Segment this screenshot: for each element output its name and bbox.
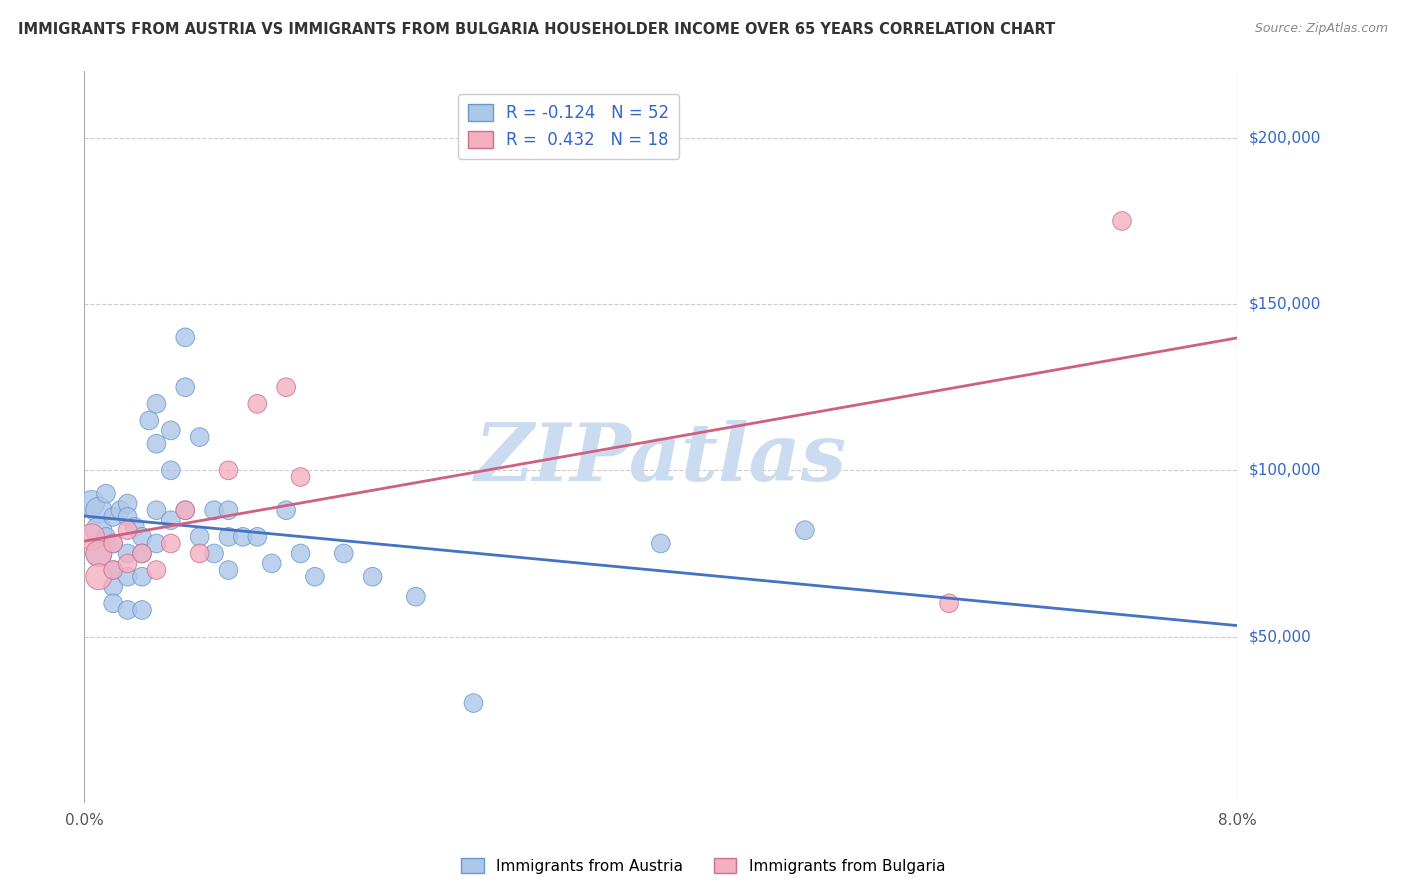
Point [650, 536, 672, 550]
Point [145, 397, 167, 411]
Point [87, 546, 110, 560]
Point [94, 486, 117, 500]
Point [463, 696, 485, 710]
Point [103, 563, 124, 577]
Point [87, 503, 110, 517]
Point [117, 546, 139, 560]
Point [218, 563, 240, 577]
Point [202, 546, 225, 560]
Point [246, 530, 269, 544]
Point [174, 503, 197, 517]
Point [117, 509, 139, 524]
Point [361, 570, 384, 584]
Point [218, 463, 240, 477]
Point [160, 513, 183, 527]
Point [794, 523, 817, 537]
Point [103, 596, 124, 610]
Point [202, 503, 225, 517]
Point [276, 503, 298, 517]
Point [103, 536, 124, 550]
Legend: R = -0.124   N = 52, R =  0.432   N = 18: R = -0.124 N = 52, R = 0.432 N = 18 [458, 95, 679, 159]
Point [117, 570, 139, 584]
Point [80, 530, 103, 544]
Point [87, 570, 110, 584]
Point [260, 557, 283, 571]
Point [131, 603, 153, 617]
Point [117, 603, 139, 617]
Text: ZIPatlas: ZIPatlas [475, 420, 846, 498]
Point [103, 509, 124, 524]
Point [131, 546, 153, 560]
Point [124, 520, 146, 534]
Point [188, 430, 211, 444]
Point [290, 546, 312, 560]
Text: IMMIGRANTS FROM AUSTRIA VS IMMIGRANTS FROM BULGARIA HOUSEHOLDER INCOME OVER 65 Y: IMMIGRANTS FROM AUSTRIA VS IMMIGRANTS FR… [18, 22, 1056, 37]
Point [174, 380, 197, 394]
Point [131, 546, 153, 560]
Legend: Immigrants from Austria, Immigrants from Bulgaria: Immigrants from Austria, Immigrants from… [454, 852, 952, 880]
Point [131, 530, 153, 544]
Point [80, 497, 103, 511]
Point [304, 570, 326, 584]
Point [290, 470, 312, 484]
Text: Source: ZipAtlas.com: Source: ZipAtlas.com [1254, 22, 1388, 36]
Point [218, 530, 240, 544]
Point [333, 546, 356, 560]
Text: $50,000: $50,000 [1249, 629, 1312, 644]
Point [174, 503, 197, 517]
Point [103, 536, 124, 550]
Point [160, 424, 183, 438]
Point [117, 497, 139, 511]
Point [232, 530, 254, 544]
Point [276, 380, 298, 394]
Point [117, 557, 139, 571]
Point [188, 530, 211, 544]
Point [87, 523, 110, 537]
Point [94, 530, 117, 544]
Point [87, 546, 110, 560]
Point [117, 523, 139, 537]
Point [110, 503, 132, 517]
Text: $100,000: $100,000 [1249, 463, 1320, 478]
Point [138, 413, 160, 427]
Point [145, 563, 167, 577]
Point [188, 546, 211, 560]
Point [103, 580, 124, 594]
Point [218, 503, 240, 517]
Text: $150,000: $150,000 [1249, 297, 1320, 311]
Point [160, 463, 183, 477]
Point [103, 563, 124, 577]
Text: $200,000: $200,000 [1249, 130, 1320, 145]
Point [1111, 214, 1133, 228]
Point [145, 503, 167, 517]
Point [174, 330, 197, 344]
Point [145, 436, 167, 450]
Point [246, 397, 269, 411]
Point [405, 590, 427, 604]
Point [131, 570, 153, 584]
Point [145, 536, 167, 550]
Point [160, 536, 183, 550]
Point [938, 596, 960, 610]
